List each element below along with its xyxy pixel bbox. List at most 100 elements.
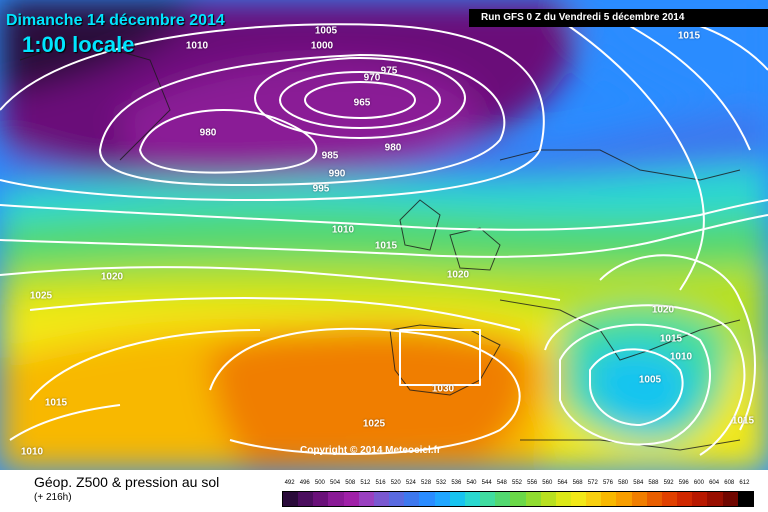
scale-swatch [510, 492, 526, 506]
scale-tick-label: 536 [451, 480, 462, 486]
scale-tick-label: 504 [330, 480, 341, 486]
scale-swatch [555, 492, 571, 506]
model-run-label: Run GFS 0 Z du Vendredi 5 décembre 2014 [469, 9, 768, 27]
scale-tick-label: 508 [345, 480, 356, 486]
scale-swatch [358, 492, 374, 506]
isobar-label: 1010 [669, 351, 693, 363]
isobar-label: 1005 [314, 25, 338, 37]
isobar-label: 1020 [651, 304, 675, 316]
scale-tick-label: 580 [618, 480, 629, 486]
scale-swatch [525, 492, 541, 506]
isobar-label: 1020 [446, 269, 470, 281]
legend-panel: Géop. Z500 & pression au sol (+ 216h) 49… [0, 470, 768, 512]
scale-swatch [616, 492, 632, 506]
forecast-range-label: (+ 216h) [34, 492, 72, 503]
scale-tick-label: 524 [405, 480, 416, 486]
scale-swatch [419, 492, 435, 506]
scale-tick-label: 492 [284, 480, 295, 486]
isobar-label: 1015 [677, 30, 701, 42]
isobar-label: 1005 [638, 374, 662, 386]
legend-title: Géop. Z500 & pression au sol [34, 474, 220, 490]
scale-tick-label: 560 [542, 480, 553, 486]
scale-swatch [404, 492, 420, 506]
isobar-label: 1015 [44, 397, 68, 409]
isobar-label: 1010 [331, 224, 355, 236]
scale-swatch [601, 492, 617, 506]
isobar-label: 980 [199, 127, 217, 139]
forecast-time-title: 1:00 locale [22, 32, 135, 57]
scale-tick-label: 556 [527, 480, 538, 486]
scale-tick-label: 564 [557, 480, 568, 486]
isobar-label: 1000 [310, 40, 334, 52]
scale-swatch [631, 492, 647, 506]
scale-tick-label: 512 [360, 480, 371, 486]
scale-swatch [480, 492, 496, 506]
scale-swatch [434, 492, 450, 506]
scale-swatch [464, 492, 481, 506]
scale-tick-label: 596 [678, 480, 689, 486]
isobar-label: 980 [384, 142, 402, 154]
scale-swatch [661, 492, 678, 506]
scale-tick-label: 540 [466, 480, 477, 486]
isobar-label: 1015 [374, 240, 398, 252]
isobar-label: 1025 [29, 290, 53, 302]
isobar-label: 1020 [100, 271, 124, 283]
scale-swatch [328, 492, 344, 506]
forecast-date-title: Dimanche 14 décembre 2014 [6, 12, 225, 29]
isobar-label: 1010 [185, 40, 209, 52]
scale-swatch [495, 492, 511, 506]
isobar-label: 970 [363, 72, 381, 84]
scale-tick-label: 500 [314, 480, 325, 486]
color-scale-bar [282, 491, 754, 507]
isobar-label: 985 [321, 150, 339, 162]
color-scale-labels: 492 496 500 504 508 512 516 520 524 528 532 536 540 5… [282, 480, 752, 490]
scale-tick-label: 528 [421, 480, 432, 486]
scale-swatch [283, 492, 299, 506]
isobar-label: 990 [328, 168, 346, 180]
scale-tick-label: 612 [739, 480, 750, 486]
isobar-label: 965 [353, 97, 371, 109]
scale-tick-label: 532 [436, 480, 447, 486]
scale-tick-label: 604 [709, 480, 720, 486]
scale-swatch [570, 492, 587, 506]
scale-swatch [722, 492, 738, 506]
scale-tick-label: 548 [496, 480, 507, 486]
isobar-label: 1015 [659, 333, 683, 345]
scale-swatch [677, 492, 693, 506]
scale-tick-label: 592 [663, 480, 674, 486]
scale-tick-label: 520 [390, 480, 401, 486]
scale-tick-label: 572 [587, 480, 598, 486]
geopotential-map [0, 0, 768, 470]
scale-tick-label: 588 [648, 480, 659, 486]
scale-swatch [313, 492, 329, 506]
isobar-label: 1010 [20, 446, 44, 458]
isobar-label: 1030 [431, 383, 455, 395]
scale-swatch [707, 492, 723, 506]
copyright-text: Copyright © 2014 Meteociel.fr [300, 445, 441, 456]
isobar-lines [0, 9, 768, 456]
scale-swatch [389, 492, 405, 506]
isobar-label: 995 [312, 183, 330, 195]
scale-tick-label: 552 [511, 480, 523, 486]
scale-swatch [449, 492, 465, 506]
scale-swatch [540, 492, 556, 506]
scale-swatch [586, 492, 602, 506]
scale-swatch [737, 492, 753, 506]
isobar-label: 1015 [731, 415, 755, 427]
isobar-label: 1025 [362, 418, 386, 430]
scale-swatch [298, 492, 314, 506]
scale-swatch [373, 492, 390, 506]
scale-tick-label: 496 [299, 480, 310, 486]
isobar-label: 975 [380, 65, 398, 77]
scale-tick-label: 600 [693, 480, 704, 486]
scale-tick-label: 516 [375, 480, 386, 486]
scale-tick-label: 568 [572, 480, 583, 486]
scale-swatch [343, 492, 359, 506]
scale-tick-label: 544 [481, 480, 492, 486]
scale-swatch [692, 492, 708, 506]
scale-tick-label: 576 [602, 480, 613, 486]
scale-tick-label: 584 [633, 480, 644, 486]
scale-swatch [646, 492, 662, 506]
scale-tick-label: 608 [724, 480, 735, 486]
